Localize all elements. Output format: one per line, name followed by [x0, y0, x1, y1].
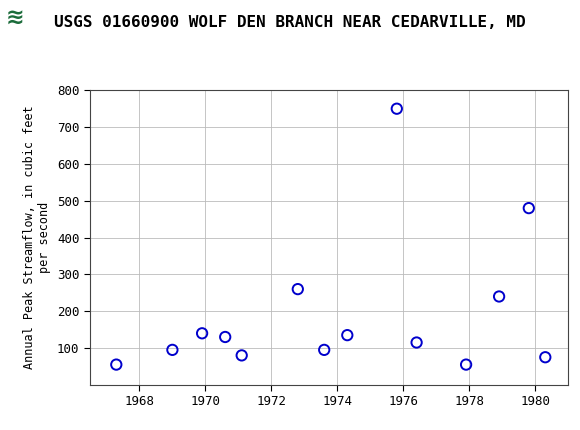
Y-axis label: Annual Peak Streamflow, in cubic feet
per second: Annual Peak Streamflow, in cubic feet pe… — [23, 106, 52, 369]
Point — [220, 334, 230, 341]
Point — [524, 205, 534, 212]
Point — [462, 361, 471, 368]
Point — [495, 293, 504, 300]
Text: ≋: ≋ — [6, 8, 24, 28]
Point — [320, 347, 329, 353]
Point — [343, 332, 352, 338]
Point — [293, 286, 302, 292]
Point — [541, 354, 550, 361]
Point — [112, 361, 121, 368]
Point — [168, 347, 177, 353]
Text: USGS 01660900 WOLF DEN BRANCH NEAR CEDARVILLE, MD: USGS 01660900 WOLF DEN BRANCH NEAR CEDAR… — [54, 15, 526, 30]
Text: USGS: USGS — [41, 9, 96, 27]
Point — [197, 330, 206, 337]
Point — [392, 105, 401, 112]
Point — [412, 339, 421, 346]
FancyBboxPatch shape — [3, 3, 78, 35]
Point — [237, 352, 246, 359]
